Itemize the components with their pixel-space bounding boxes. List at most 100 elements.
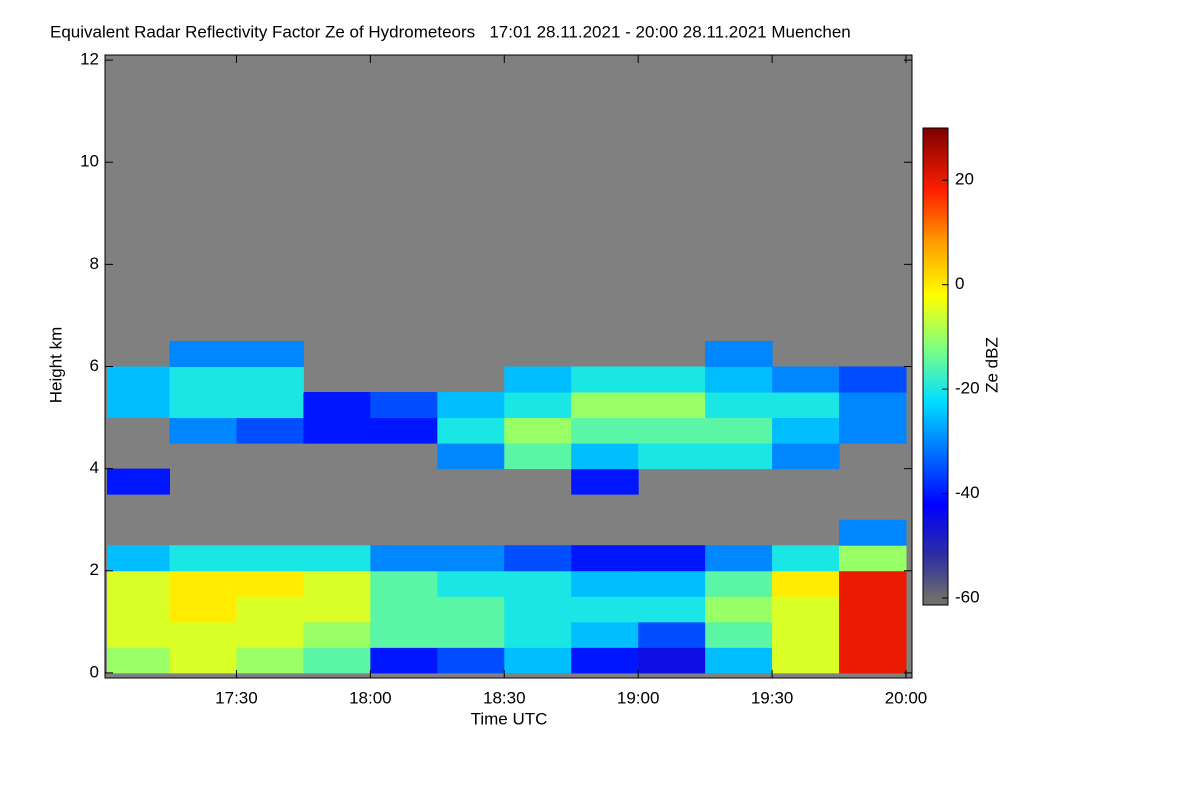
colorbar-strip [923,216,948,219]
y-tick-label: 12 [80,50,99,69]
heatmap-cell [504,545,572,572]
colorbar-strip [923,328,948,331]
colorbar-strip [923,298,948,301]
heatmap-cell [571,570,639,597]
colorbar-strip [923,460,948,463]
colorbar-strip [923,182,948,185]
heatmap-cell [705,392,773,419]
colorbar-strip [923,352,948,355]
heatmap-cell [638,366,706,393]
colorbar-strip [923,378,948,381]
heatmap-cell [705,621,773,648]
heatmap-cell [772,570,840,597]
colorbar-strip [923,434,948,437]
colorbar-strip [923,452,948,455]
heatmap-cell [107,621,170,648]
colorbar-strip [923,234,948,237]
colorbar-strip [923,178,948,181]
colorbar-strip [923,200,948,203]
colorbar-strip [923,464,948,467]
heatmap-cell [705,417,773,444]
colorbar-strip [923,438,948,441]
colorbar-strip [923,504,948,507]
heatmap-cell [370,647,438,674]
colorbar-strip [923,512,948,515]
colorbar-strip [923,206,948,209]
colorbar-strip [923,318,948,321]
heatmap-cell [169,570,237,597]
colorbar-strip [923,484,948,487]
heatmap-cell [839,519,907,546]
heatmap-cell [236,366,304,393]
colorbar-strip [923,180,948,183]
colorbar-strip [923,314,948,317]
colorbar-strip [923,312,948,315]
colorbar-strip [923,496,948,499]
colorbar-strip [923,166,948,169]
colorbar-strip [923,214,948,217]
colorbar-strip [923,278,948,281]
colorbar-strip [923,330,948,333]
colorbar-strip [923,520,948,523]
colorbar-strip [923,382,948,385]
colorbar-strip [923,472,948,475]
colorbar-strip [923,266,948,269]
colorbar-strip [923,162,948,165]
heatmap-cell [504,570,572,597]
colorbar-strip [923,528,948,531]
colorbar-strip [923,558,948,561]
colorbar-strip [923,276,948,279]
y-tick-label: 0 [90,662,99,681]
colorbar-strip [923,254,948,257]
colorbar-strip [923,320,948,323]
colorbar-strip [923,420,948,423]
colorbar-strip [923,586,948,589]
colorbar-strip [923,548,948,551]
colorbar-strip [923,252,948,255]
colorbar-strip [923,262,948,265]
colorbar-strip [923,436,948,439]
heatmap-cell [370,621,438,648]
colorbar-strip [923,538,948,541]
heatmap-cell [504,647,572,674]
colorbar-strip [923,250,948,253]
colorbar-strip [923,550,948,553]
heatmap-cell [236,621,304,648]
colorbar-strip [923,334,948,337]
y-tick-label: 8 [90,254,99,273]
colorbar-strip [923,150,948,153]
heatmap-cell [169,621,237,648]
colorbar-strip [923,230,948,233]
colorbar-strip [923,198,948,201]
colorbar-strip [923,284,948,287]
heatmap-cell [839,417,907,444]
heatmap-cell [370,570,438,597]
heatmap-cell [437,621,505,648]
colorbar-strip [923,478,948,481]
heatmap-cell [638,596,706,623]
heatmap-cell [705,647,773,674]
heatmap-cell [504,621,572,648]
heatmap-cell [839,647,907,674]
colorbar-strip [923,428,948,431]
colorbar-strip [923,536,948,539]
colorbar-strip [923,274,948,277]
colorbar-strip [923,142,948,145]
colorbar-strip [923,368,948,371]
heatmap-cell [437,545,505,572]
heatmap-cell [169,647,237,674]
colorbar-strip [923,394,948,397]
colorbar-strip [923,190,948,193]
colorbar-strip [923,246,948,249]
colorbar-strip [923,596,948,599]
heatmap-cell [571,366,639,393]
chart-title: Equivalent Radar Reflectivity Factor Ze … [50,22,851,41]
heatmap-cell [504,392,572,419]
colorbar-strip [923,564,948,567]
heatmap-cell [839,596,907,623]
colorbar-strip [923,308,948,311]
colorbar-strip [923,488,948,491]
heatmap-cell [303,647,371,674]
heatmap-cell [839,570,907,597]
colorbar-strip [923,208,948,211]
